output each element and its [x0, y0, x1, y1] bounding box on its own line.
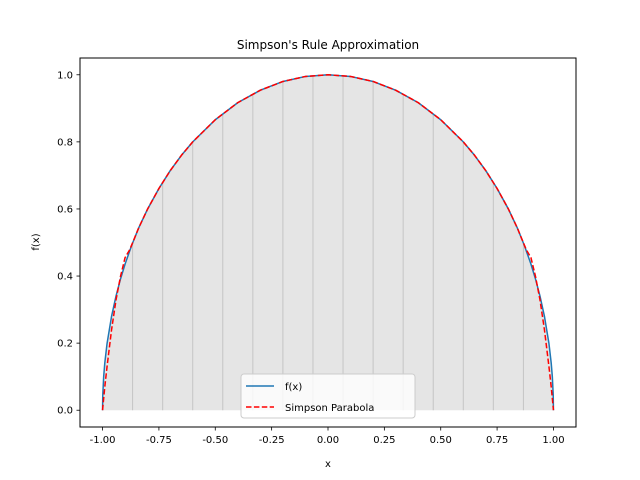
series-layer — [101, 74, 555, 411]
x-tick-label: 0.75 — [486, 435, 508, 446]
y-tick-label: 0.2 — [57, 339, 73, 350]
legend-box — [240, 373, 416, 419]
y-axis-ticks: 0.0 0.2 0.4 0.6 0.8 1.0 — [57, 70, 80, 417]
x-tick-label: -0.25 — [259, 435, 285, 446]
y-tick-label: 0.6 — [57, 204, 73, 215]
subinterval-lines-layer — [132, 75, 524, 411]
series-line-simpson — [101, 74, 555, 411]
y-tick-label: 0.0 — [57, 406, 73, 417]
x-tick-label: -0.75 — [146, 435, 172, 446]
legend-label-fx: f(x) — [285, 382, 302, 393]
y-tick-label: 0.4 — [57, 272, 73, 283]
x-tick-label: 0.25 — [373, 435, 395, 446]
x-axis-ticks: -1.00 -0.75 -0.50 -0.25 0.00 0.25 0.50 0.75 1.00 — [90, 427, 565, 446]
x-tick-label: -0.50 — [202, 435, 228, 446]
x-tick-label: -1.00 — [90, 435, 116, 446]
y-tick-label: 1.0 — [57, 70, 73, 81]
y-tick-label: 0.8 — [57, 137, 73, 148]
x-tick-label: 1.00 — [542, 435, 564, 446]
legend: f(x) Simpson Parabola — [240, 373, 416, 419]
legend-label-simpson: Simpson Parabola — [285, 403, 374, 414]
x-tick-label: 0.50 — [430, 435, 452, 446]
area-fill-layer — [102, 74, 554, 411]
x-axis-label: x — [325, 459, 331, 470]
x-tick-label: 0.00 — [317, 435, 339, 446]
area-under-curve — [102, 74, 554, 411]
chart-title: Simpson's Rule Approximation — [237, 38, 419, 52]
y-axis-label: f(x) — [31, 233, 42, 250]
